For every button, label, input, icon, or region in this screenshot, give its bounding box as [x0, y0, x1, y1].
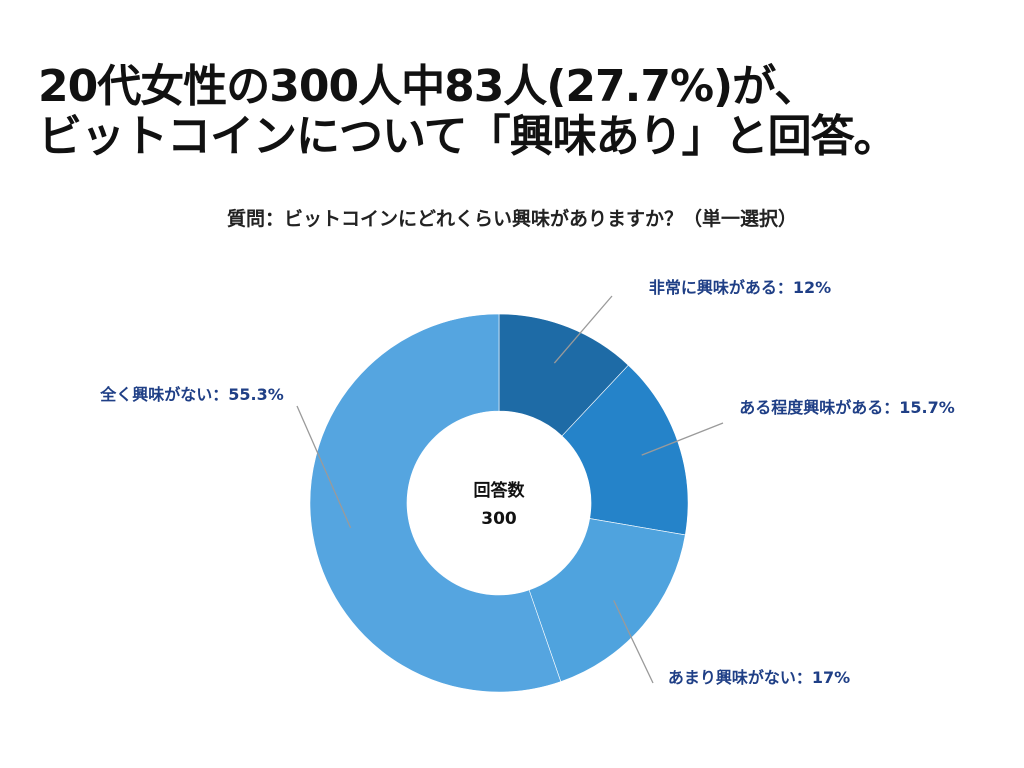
headline-line-2: ビットコインについて「興味あり」と回答。	[38, 111, 898, 162]
center-value: 300	[481, 509, 517, 529]
slice-labels: 非常に興味がある：12% ある程度興味がある：15.7% あまり興味がない：17% 全…	[99, 278, 955, 687]
leader-line-1	[553, 295, 613, 364]
leader-line-4	[296, 405, 352, 529]
headline-line-1: 20代女性の300人中83人(27.7%)が、	[38, 61, 818, 112]
leader-line-3	[613, 600, 654, 684]
question-title: 質問：ビットコインにどれくらい興味がありますか？（単一選択）	[226, 208, 797, 230]
slice-label-3: あまり興味がない：17%	[668, 668, 850, 687]
slice-label-2: ある程度興味がある：15.7%	[739, 398, 955, 417]
slice-label-4: 全く興味がない：55.3%	[99, 385, 284, 404]
slice-label-1: 非常に興味がある：12%	[649, 278, 831, 297]
center-label: 回答数	[474, 480, 526, 501]
leader-line-2	[641, 422, 724, 456]
headline: 20代女性の300人中83人(27.7%)が、 ビットコインについて「興味あり」…	[38, 62, 1018, 162]
leader-lines	[296, 295, 724, 684]
slice-2	[561, 364, 689, 536]
donut-slices	[309, 313, 689, 693]
slice-4	[309, 313, 562, 693]
slice-3	[528, 518, 686, 682]
